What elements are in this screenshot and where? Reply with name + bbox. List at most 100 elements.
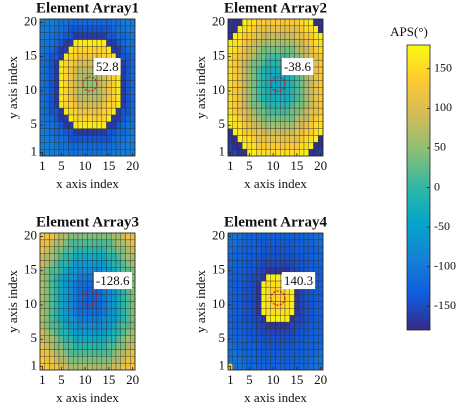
heatmap-cell bbox=[265, 25, 271, 33]
heatmap-cell bbox=[294, 294, 300, 302]
heatmap-cell bbox=[115, 253, 121, 261]
heatmap-cell bbox=[58, 94, 64, 102]
heatmap-cell bbox=[256, 362, 262, 371]
heatmap-cell bbox=[49, 246, 55, 254]
heatmap-cell bbox=[44, 287, 50, 295]
heatmap-cell bbox=[242, 328, 248, 336]
heatmap-cell bbox=[115, 328, 121, 336]
heatmap-cell bbox=[294, 114, 300, 122]
heatmap-cell bbox=[313, 66, 319, 74]
heatmap-cell bbox=[261, 315, 267, 323]
heatmap-cell bbox=[44, 301, 50, 309]
y-tick-label: 10 bbox=[212, 296, 225, 311]
heatmap-cell bbox=[92, 148, 98, 157]
heatmap-cell bbox=[101, 39, 107, 47]
heatmap-cell bbox=[77, 342, 83, 350]
heatmap-cell bbox=[294, 46, 300, 54]
heatmap-cell bbox=[39, 356, 45, 364]
heatmap-cell bbox=[313, 301, 319, 309]
heatmap-cell bbox=[87, 273, 93, 282]
heatmap-cell bbox=[303, 32, 309, 40]
heatmap-cell bbox=[68, 148, 74, 157]
heatmap-cell bbox=[49, 315, 55, 323]
heatmap-cell bbox=[87, 349, 93, 357]
heatmap-cell bbox=[280, 18, 286, 27]
heatmap-cell bbox=[125, 232, 131, 241]
heatmap-cell bbox=[246, 294, 252, 302]
heatmap-cell bbox=[227, 135, 233, 143]
heatmap-cell bbox=[101, 18, 107, 27]
heatmap-cell bbox=[106, 356, 112, 364]
heatmap-cell bbox=[318, 308, 324, 316]
heatmap-cell bbox=[130, 321, 136, 330]
heatmap-cell bbox=[82, 66, 88, 74]
heatmap-cell bbox=[308, 342, 314, 350]
heatmap-cell bbox=[246, 246, 252, 254]
heatmap-cell bbox=[242, 260, 248, 268]
heatmap-cell bbox=[280, 101, 286, 109]
heatmap-cell bbox=[54, 94, 60, 102]
heatmap-cell bbox=[39, 239, 45, 247]
heatmap-cell bbox=[246, 232, 252, 241]
heatmap-cell bbox=[77, 260, 83, 268]
heatmap-cell bbox=[251, 107, 257, 116]
heatmap-cell bbox=[77, 32, 83, 40]
heatmap-cell bbox=[237, 267, 243, 275]
heatmap-cell bbox=[318, 232, 324, 241]
heatmap-cell bbox=[284, 80, 290, 88]
heatmap-cell bbox=[246, 328, 252, 336]
heatmap-cell bbox=[242, 107, 248, 116]
heatmap-cell bbox=[111, 253, 117, 261]
heatmap-cell bbox=[308, 121, 314, 129]
heatmap-cell bbox=[130, 239, 136, 247]
heatmap-cell bbox=[82, 273, 88, 282]
heatmap-cell bbox=[232, 148, 238, 157]
heatmap-cell bbox=[120, 246, 126, 254]
heatmap-cell bbox=[246, 53, 252, 61]
heatmap-cell bbox=[318, 239, 324, 247]
heatmap-cell bbox=[87, 280, 93, 288]
heatmap-cell bbox=[82, 253, 88, 261]
heatmap-cell bbox=[101, 356, 107, 364]
heatmap-cell bbox=[87, 39, 93, 47]
heatmap-cell bbox=[106, 294, 112, 302]
heatmap-cell bbox=[308, 142, 314, 150]
heatmap-cell bbox=[318, 101, 324, 109]
heatmap-cell bbox=[261, 128, 267, 136]
heatmap-cell bbox=[111, 114, 117, 122]
heatmap-cell bbox=[246, 18, 252, 27]
heatmap-cell bbox=[44, 362, 50, 371]
heatmap-cell bbox=[125, 342, 131, 350]
heatmap-cell bbox=[115, 342, 121, 350]
heatmap-cell bbox=[275, 273, 281, 282]
x-tick-label: 15 bbox=[102, 158, 115, 173]
heatmap-cell bbox=[232, 39, 238, 47]
heatmap-cell bbox=[265, 46, 271, 54]
heatmap-cell bbox=[313, 87, 319, 95]
heatmap-cell bbox=[96, 239, 102, 247]
heatmap-cell bbox=[242, 239, 248, 247]
heatmap-cell bbox=[280, 239, 286, 247]
heatmap-cell bbox=[318, 142, 324, 150]
heatmap-cell bbox=[77, 273, 83, 282]
heatmap-cell bbox=[246, 287, 252, 295]
heatmap-cell bbox=[289, 142, 295, 150]
heatmap-cell bbox=[303, 315, 309, 323]
heatmap-cell bbox=[261, 66, 267, 74]
heatmap-cell bbox=[73, 315, 79, 323]
heatmap-cell bbox=[87, 148, 93, 157]
heatmap-cell bbox=[120, 260, 126, 268]
heatmap-cell bbox=[96, 260, 102, 268]
heatmap-cell bbox=[237, 101, 243, 109]
plot-frame bbox=[227, 232, 324, 371]
heatmap-cell bbox=[284, 315, 290, 323]
heatmap-cell bbox=[294, 342, 300, 350]
heatmap-cell bbox=[256, 328, 262, 336]
heatmap-cell bbox=[308, 308, 314, 316]
heatmap-cell bbox=[318, 135, 324, 143]
heatmap-cell bbox=[318, 87, 324, 95]
heatmap-cell bbox=[270, 32, 276, 40]
heatmap-cell bbox=[111, 349, 117, 357]
heatmap-cell bbox=[318, 321, 324, 330]
heatmap-cell bbox=[68, 25, 74, 33]
